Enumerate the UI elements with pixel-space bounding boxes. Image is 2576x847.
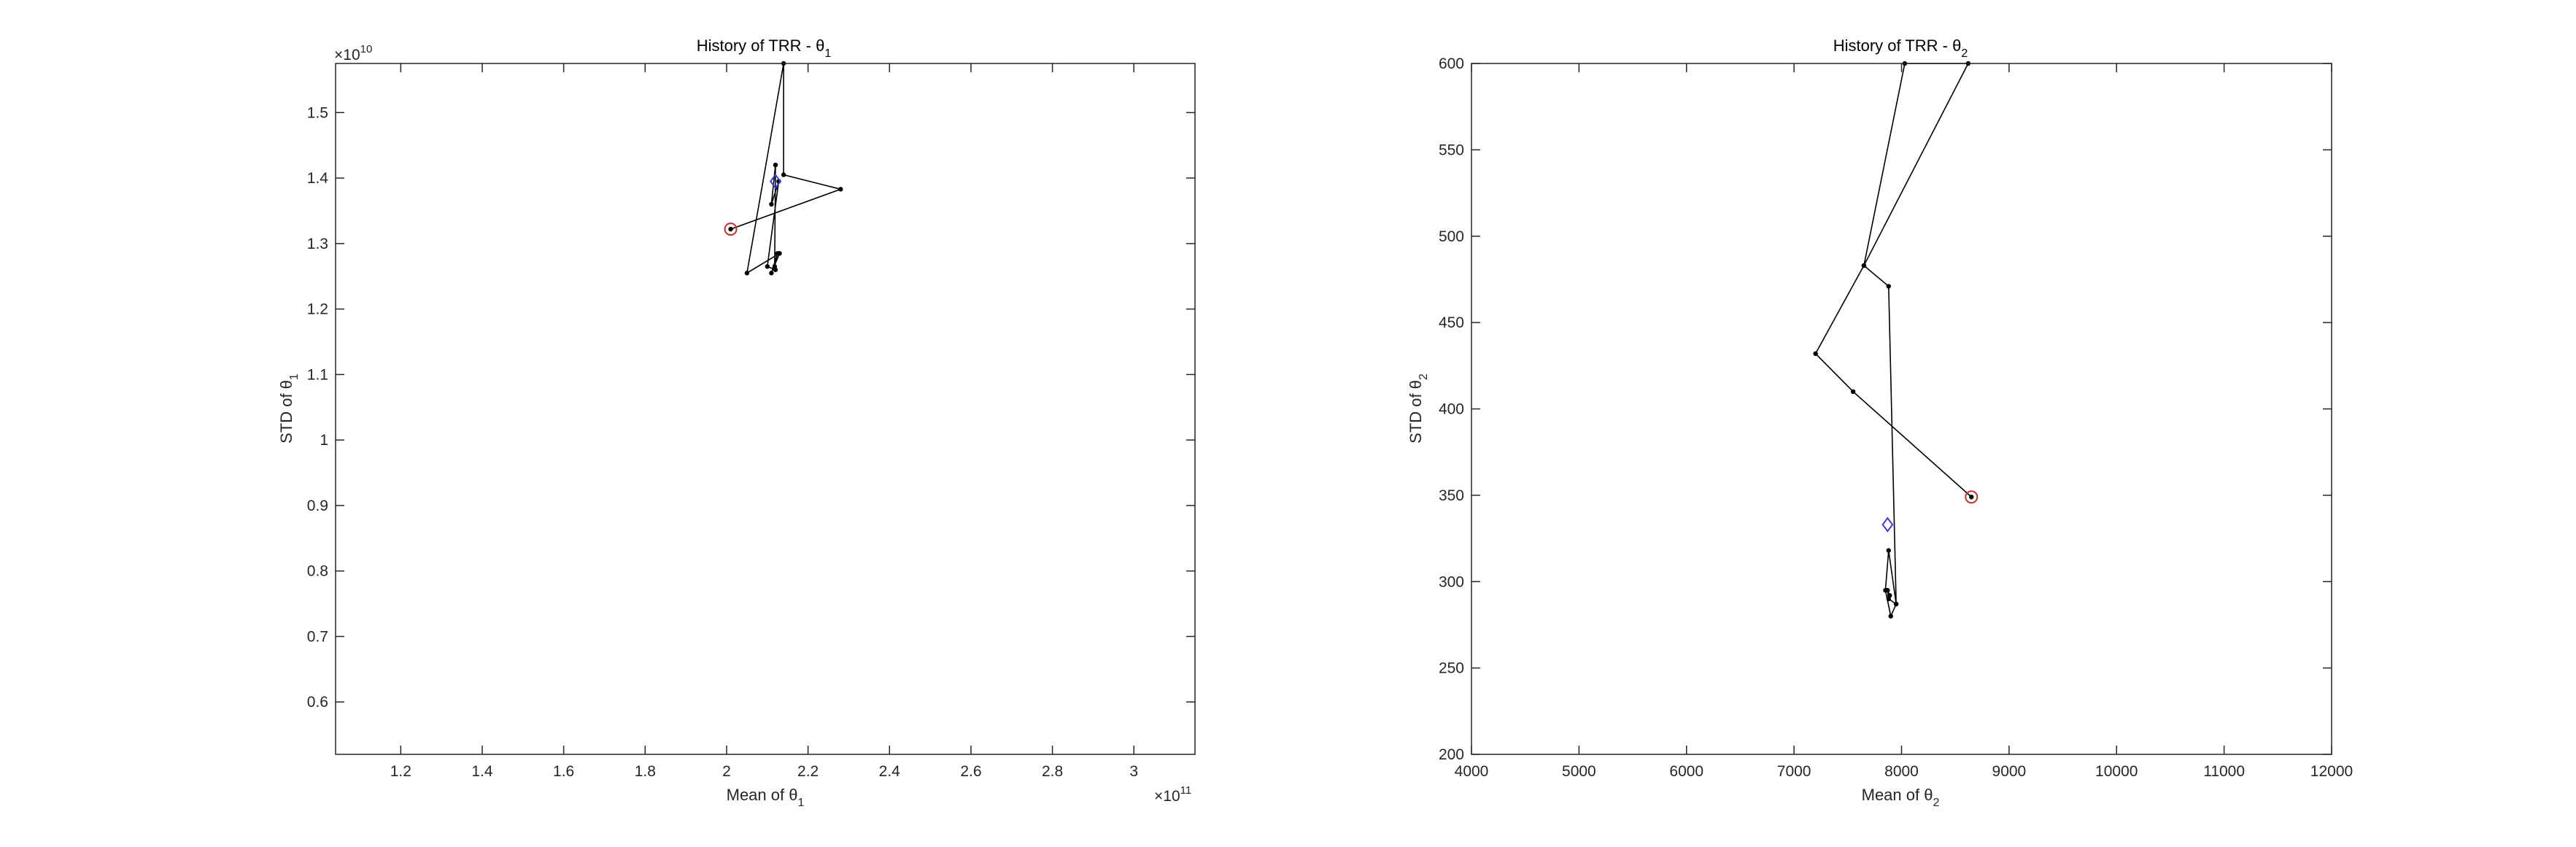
chart-1-title: History of TRR - θ1 — [697, 36, 832, 60]
end-marker — [1881, 517, 1894, 533]
data-point — [728, 226, 733, 232]
data-point — [1885, 587, 1890, 593]
x-tick-label: 2.6 — [960, 763, 981, 780]
series-line — [1814, 63, 1972, 619]
data-point — [1888, 614, 1893, 619]
y-tick-label: 600 — [1439, 55, 1464, 72]
chart-1-x-axis: 1.2 1.4 1.6 1.8 2 2.2 2.4 2.6 2.8 3 — [390, 63, 1138, 780]
y-tick-label: 1.1 — [307, 366, 328, 383]
data-point — [1813, 351, 1818, 356]
data-point — [1886, 548, 1892, 553]
x-tick-label: 2.4 — [879, 763, 901, 780]
y-tick-label: 300 — [1439, 573, 1464, 590]
y-tick-label: 0.7 — [307, 628, 328, 645]
data-point — [1893, 601, 1899, 607]
y-tick-label: 0.6 — [307, 694, 328, 711]
chart-2-y-axis-title: STD of θ2 — [1407, 374, 1430, 444]
chart-2: History of TRR - θ2 4000 5000 6000 7000 8000… — [1407, 36, 2353, 809]
x-tick-label: 11000 — [2203, 763, 2245, 780]
chart-1-y-axis: 0.6 0.7 0.8 0.9 1 1.1 1.2 1.3 1.4 1.5 — [307, 104, 1195, 711]
data-point — [773, 162, 778, 168]
data-point — [775, 251, 780, 256]
chart-2-y-axis: 200 250 300 350 400 450 500 550 600 — [1439, 55, 2332, 763]
end-marker — [769, 173, 781, 190]
data-point — [838, 187, 843, 192]
data-point — [1850, 389, 1856, 395]
chart-1: History of TRR - θ1 1.2 1.4 1.6 1.8 2 2.2 2.4 2… — [277, 36, 1196, 809]
x-tick-label: 6000 — [1669, 763, 1703, 780]
y-tick-label: 1.4 — [307, 170, 329, 187]
data-point — [769, 201, 774, 207]
y-tick-label: 350 — [1439, 487, 1464, 504]
data-point — [765, 264, 770, 269]
y-tick-label: 0.9 — [307, 498, 328, 514]
chart-2-x-axis-title: Mean of θ2 — [1862, 786, 1940, 809]
chart-2-title: History of TRR - θ2 — [1833, 36, 1968, 60]
x-tick-label: 5000 — [1562, 763, 1596, 780]
chart-1-data-layer — [724, 61, 843, 276]
data-point — [1861, 263, 1867, 268]
y-tick-label: 250 — [1439, 660, 1464, 677]
x-tick-label: 4000 — [1455, 763, 1489, 780]
x-tick-label: 9000 — [1992, 763, 2027, 780]
x-tick-label: 3 — [1129, 763, 1138, 780]
y-tick-label: 1 — [320, 432, 328, 449]
y-tick-label: 400 — [1439, 401, 1464, 418]
y-tick-label: 200 — [1439, 746, 1464, 763]
x-tick-label: 7000 — [1777, 763, 1811, 780]
data-point — [1886, 284, 1892, 289]
data-point — [1969, 495, 1974, 500]
x-tick-label: 2.2 — [797, 763, 819, 780]
y-tick-label: 1.2 — [307, 301, 328, 318]
chart-1-x-axis-title: Mean of θ1 — [727, 786, 805, 809]
x-tick-label: 1.6 — [553, 763, 574, 780]
y-tick-label: 550 — [1439, 142, 1464, 158]
data-point — [773, 267, 778, 272]
y-tick-label: 500 — [1439, 228, 1464, 245]
chart-1-y-exponent: ×1010 — [334, 43, 372, 63]
start-marker — [724, 223, 738, 236]
y-tick-label: 1.5 — [307, 104, 328, 121]
x-tick-label: 10000 — [2095, 763, 2138, 780]
chart-1-x-exponent: ×1011 — [1154, 784, 1191, 805]
data-point — [1887, 592, 1892, 598]
data-point — [781, 172, 786, 177]
x-tick-label: 1.8 — [635, 763, 656, 780]
chart-1-axes-box — [335, 63, 1196, 755]
x-tick-label: 8000 — [1884, 763, 1919, 780]
y-tick-label: 450 — [1439, 314, 1464, 331]
x-tick-label: 2.8 — [1042, 763, 1063, 780]
y-tick-label: 0.8 — [307, 563, 328, 580]
x-tick-label: 1.4 — [471, 763, 493, 780]
data-point — [769, 271, 774, 276]
chart-1-y-axis-title: STD of θ1 — [277, 374, 301, 444]
x-tick-label: 1.2 — [390, 763, 411, 780]
x-tick-label: 12000 — [2310, 763, 2353, 780]
y-tick-label: 1.3 — [307, 236, 328, 252]
data-point — [744, 271, 750, 276]
x-tick-label: 2 — [722, 763, 731, 780]
chart-2-x-axis: 4000 5000 6000 7000 8000 9000 10000 11000 12000 — [1455, 63, 2353, 780]
chart-2-data-layer — [1813, 61, 1979, 619]
start-marker — [1965, 490, 1979, 504]
